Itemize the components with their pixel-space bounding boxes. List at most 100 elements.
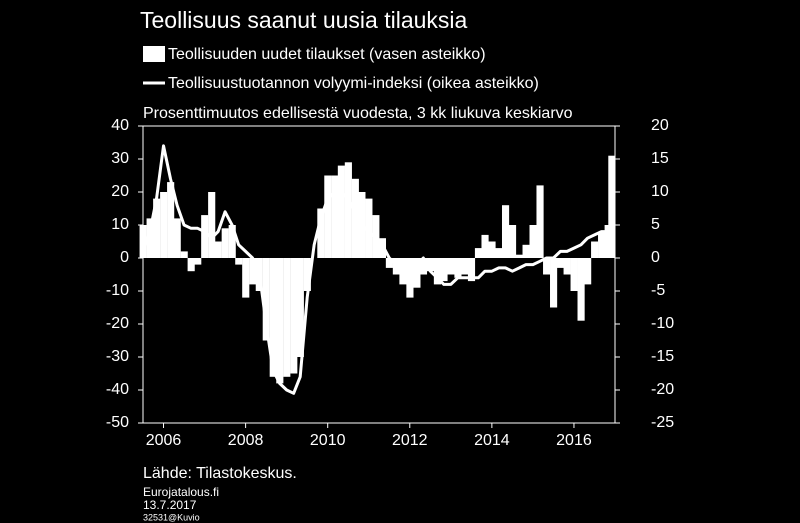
bar [296,258,304,357]
bar [608,155,616,258]
bar [344,162,352,258]
bar [167,182,175,258]
bar [214,241,222,258]
y-tick-label: -20 [106,315,129,332]
bar [303,258,311,291]
y2-tick-label: -20 [651,381,674,398]
bar [481,234,489,258]
bar [501,205,510,258]
bar [208,192,216,258]
bar [324,175,332,258]
bar [543,258,551,275]
line [141,144,613,395]
bar [385,258,393,268]
bar [454,258,462,278]
bar [194,258,202,265]
y2-tick-label: 5 [651,216,660,233]
y-tick-label: -10 [106,282,129,299]
bar [440,258,448,282]
bar [187,258,195,272]
bar [570,258,578,291]
x-tick-label: 2010 [310,432,346,449]
bar [426,258,435,272]
bar [419,258,428,275]
y-tick-label: -50 [106,414,129,431]
bar [474,248,483,258]
note: 13.7.2017 [143,498,197,512]
bar [433,258,442,285]
bar [235,258,243,265]
y-tick-label: -30 [106,348,129,365]
legend-label: Teollisuustuotannon volyymi-indeksi (oik… [168,75,539,92]
bar [331,175,339,258]
bar [413,258,421,288]
bar [550,258,558,308]
chart-title: Teollisuus saanut uusia tilauksia [140,7,468,33]
bar [160,192,168,258]
y2-tick-label: -25 [651,414,674,431]
bar [180,251,188,258]
bar [584,258,592,285]
note: 32531@Kuvio [143,512,200,522]
bar [460,258,469,275]
bar [249,258,257,285]
bar [146,218,154,258]
bar [447,258,455,275]
bar [351,178,359,258]
bar [556,258,565,268]
x-tick-label: 2006 [146,432,182,449]
y2-tick-label: -5 [651,282,665,299]
bar [317,208,325,258]
bar [536,185,544,258]
y2-tick-label: 0 [651,249,660,266]
y-tick-label: -40 [106,381,129,398]
bar [563,258,571,275]
bar [591,241,599,258]
y-tick-label: 30 [111,150,129,167]
bar [488,241,496,258]
y-tick-label: 10 [111,216,129,233]
bar [508,225,517,258]
bar [495,248,503,258]
source: Lähde: Tilastokeskus. [143,465,297,482]
x-tick-label: 2008 [228,432,264,449]
bar [228,225,236,258]
legend-swatch-bar [143,46,165,62]
bar [522,244,530,258]
plot-frame [142,125,616,424]
bar [221,228,229,258]
bar [365,198,373,258]
bar [337,165,345,258]
bar [406,258,414,298]
y2-tick-label: 20 [651,117,669,134]
bar [153,198,161,258]
y-tick-label: 40 [111,117,129,134]
y-tick-label: 0 [120,249,129,266]
bar [515,254,524,258]
x-tick-label: 2012 [392,432,428,449]
bar [201,215,209,258]
bar [529,225,537,258]
legend-label: Teollisuuden uudet tilaukset (vasen aste… [168,46,486,63]
bar [604,225,612,258]
bar [269,258,277,377]
bar [242,258,250,298]
x-tick-label: 2014 [474,432,510,449]
y2-tick-label: -15 [651,348,674,365]
bar [262,258,270,341]
bar [598,231,606,258]
y2-tick-label: -10 [651,315,674,332]
note: Eurojatalous.fi [143,485,219,499]
bar [467,258,476,282]
bar [577,258,585,321]
bar [173,218,181,258]
y2-tick-label: 15 [651,150,669,167]
subtitle: Prosenttimuutos edellisestä vuodesta, 3 … [143,105,573,122]
y-tick-label: 20 [111,183,129,200]
bar [290,258,298,374]
x-tick-label: 2016 [556,432,592,449]
y2-tick-label: 10 [651,183,669,200]
bar [283,258,291,377]
